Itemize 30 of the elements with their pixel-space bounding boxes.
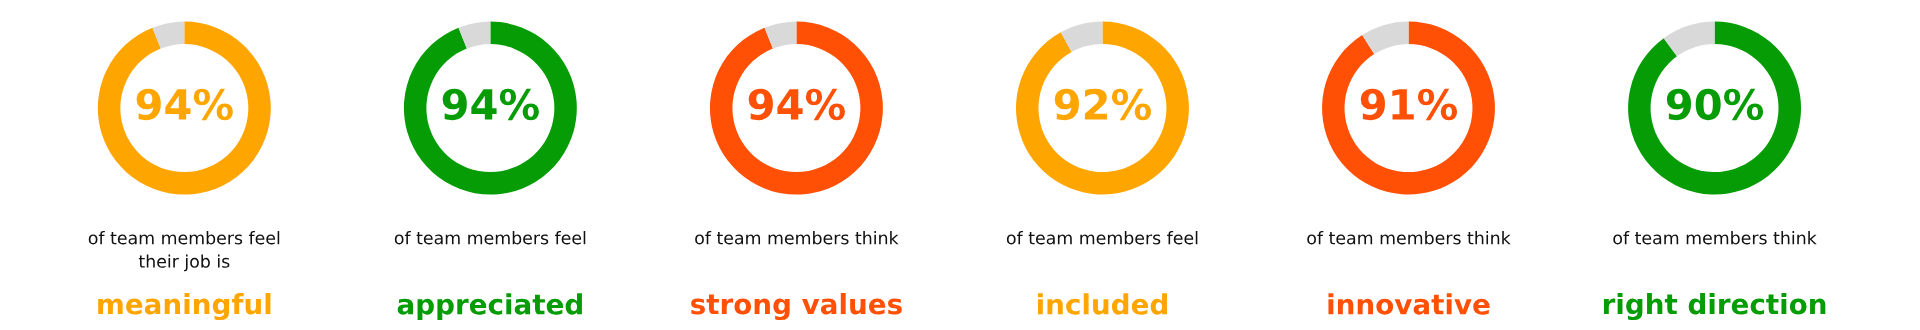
donut-slice: [1060, 21, 1103, 53]
donut-slice: [1322, 21, 1495, 195]
donut-slice: [403, 21, 577, 195]
donut-slice: [1628, 21, 1802, 195]
data-label: 90%: [1666, 88, 1764, 121]
text: included: [1037, 293, 1167, 315]
donut-slice: [1016, 21, 1189, 195]
text: of team members feel: [394, 231, 586, 245]
donut-slice: [764, 21, 797, 49]
text: of team members think: [695, 231, 899, 245]
text: strong values: [691, 293, 902, 321]
data-label: 91%: [1360, 88, 1458, 121]
text: innovative: [1328, 293, 1490, 315]
text: of team members feel their job is: [88, 231, 280, 272]
donut-slice: [97, 21, 271, 195]
data-label: 92%: [1054, 88, 1151, 121]
data-label: 94%: [748, 88, 845, 121]
donut-slice: [709, 21, 883, 195]
donut-slice: [1362, 21, 1409, 55]
data-label: 94%: [442, 88, 539, 121]
text: of team members think: [1307, 231, 1511, 245]
text: right direction: [1603, 293, 1826, 321]
text: meaningful: [98, 293, 271, 321]
text: of team members think: [1613, 231, 1817, 245]
donut-slice: [458, 21, 491, 49]
donut-slice: [1663, 21, 1715, 57]
text: of team members feel: [1006, 231, 1198, 245]
text: appreciated: [397, 293, 582, 321]
donut-slice: [152, 21, 185, 49]
data-label: 94%: [136, 88, 233, 121]
